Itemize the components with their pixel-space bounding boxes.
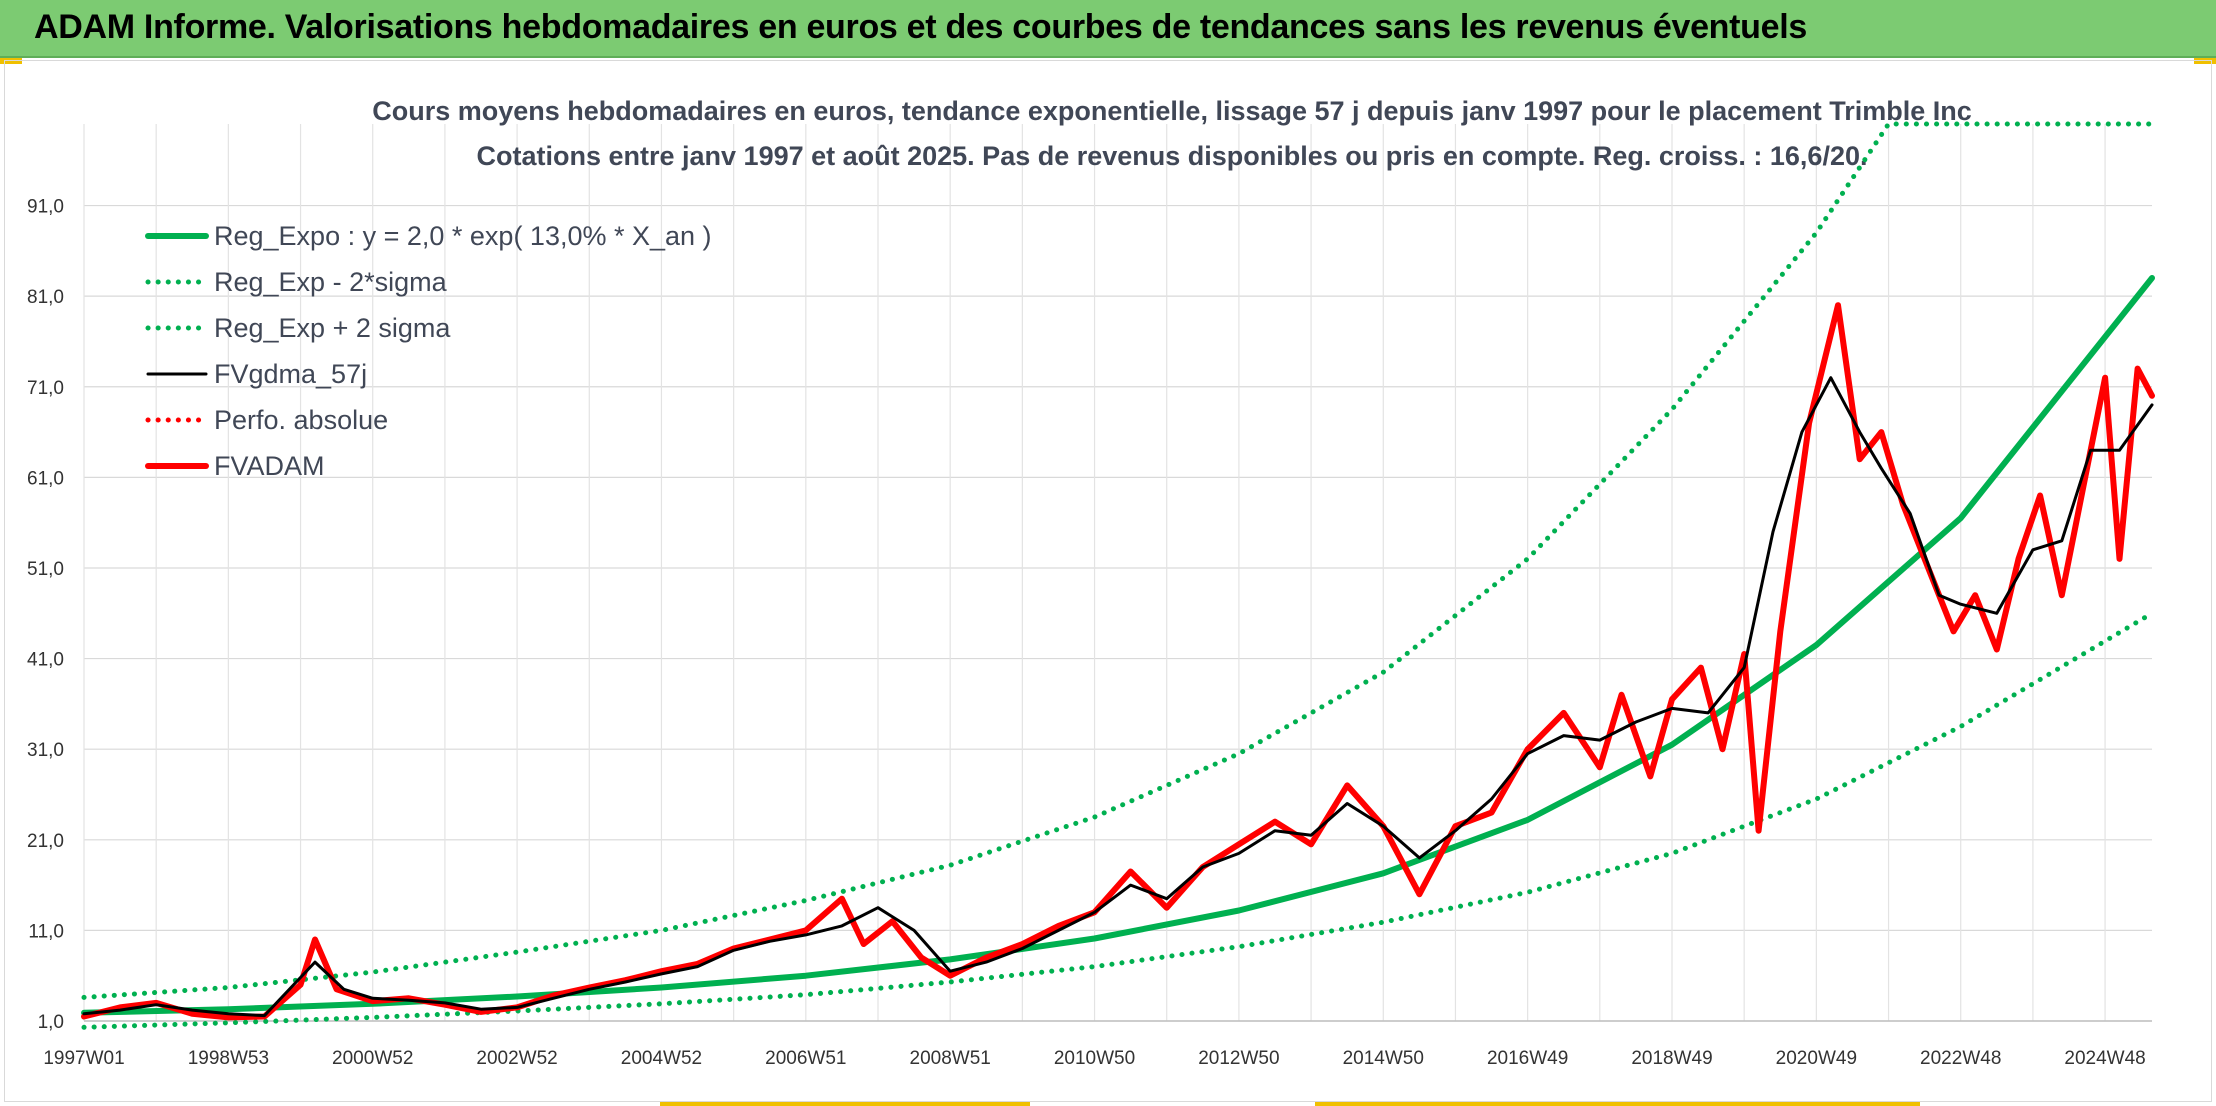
y-tick-label: 11,0: [28, 921, 64, 942]
chart-series: [81, 121, 2155, 1030]
x-tick-label: 2022W48: [1920, 1048, 2001, 1069]
corner-accent-left: [0, 58, 22, 64]
x-tick-label: 2016W49: [1487, 1048, 1568, 1069]
y-tick-label: 61,0: [27, 468, 64, 489]
y-tick-label: 71,0: [27, 378, 64, 399]
series-line-2: [81, 121, 2155, 1000]
x-tick-label: 1997W01: [43, 1048, 124, 1069]
y-tick-label: 41,0: [27, 650, 64, 671]
x-tick-label: 2002W52: [476, 1048, 557, 1069]
chart-title: Cours moyens hebdomadaires en euros, ten…: [372, 96, 1972, 126]
series-line-3: [82, 376, 2154, 1018]
y-tick-label: 91,0: [27, 197, 64, 218]
page-title: ADAM Informe. Valorisations hebdomadaire…: [34, 8, 1808, 46]
legend-label: Reg_Exp - 2*sigma: [214, 267, 448, 297]
x-tick-label: 2014W50: [1343, 1048, 1424, 1069]
x-axis-ticks: 1997W01 1998W53 2000W52 2002W52 2004W52 2006W…: [43, 1048, 2145, 1069]
chart-subtitle: Cotations entre janv 1997 et août 2025. …: [477, 141, 1868, 171]
chart-legend: Reg_Expo : y = 2,0 * exp( 13,0% * X_an )…: [145, 221, 712, 481]
x-tick-label: 2012W50: [1198, 1048, 1279, 1069]
y-tick-label: 51,0: [27, 559, 64, 580]
y-tick-label: 81,0: [27, 287, 64, 308]
series-line-0: [81, 275, 2155, 1016]
x-tick-label: 2024W48: [2064, 1048, 2145, 1069]
x-tick-label: 2010W50: [1054, 1048, 1135, 1069]
legend-label: Reg_Exp + 2 sigma: [214, 313, 451, 343]
x-tick-label: 2018W49: [1631, 1048, 1712, 1069]
y-axis-ticks: 1,0 11,0 21,0 31,0 41,0 51,0 61,0 71,0 81,0 91,0: [27, 197, 64, 1033]
x-tick-label: 2004W52: [621, 1048, 702, 1069]
y-tick-label: 1,0: [38, 1012, 64, 1033]
bottom-accent-left: [660, 1102, 1030, 1106]
y-tick-label: 21,0: [27, 831, 64, 852]
legend-label: Reg_Expo : y = 2,0 * exp( 13,0% * X_an ): [214, 221, 712, 251]
x-tick-label: 2006W51: [765, 1048, 846, 1069]
corner-accent-right: [2194, 58, 2216, 64]
series-line-5: [81, 302, 2155, 1021]
x-tick-label: 1998W53: [188, 1048, 269, 1069]
x-tick-label: 2020W49: [1776, 1048, 1857, 1069]
header-banner: ADAM Informe. Valorisations hebdomadaire…: [0, 0, 2216, 58]
y-tick-label: 31,0: [27, 740, 64, 761]
bottom-accent-right: [1315, 1102, 1920, 1106]
x-tick-label: 2000W52: [332, 1048, 413, 1069]
x-tick-label: 2008W51: [910, 1048, 991, 1069]
chart-frame: [4, 60, 2212, 1102]
series-line-1: [81, 610, 2155, 1030]
legend-label: Perfo. absolue: [214, 405, 388, 435]
legend-label: FVADAM: [214, 451, 325, 481]
legend-label: FVgdma_57j: [214, 359, 367, 389]
